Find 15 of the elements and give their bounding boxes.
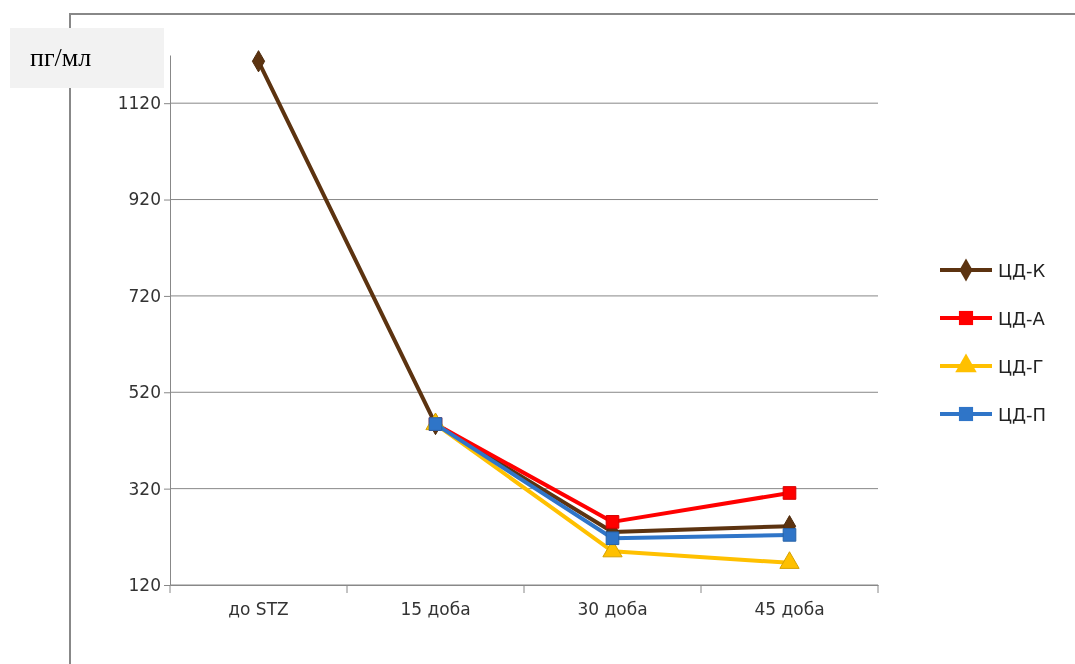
y-tick-label: 320 xyxy=(128,478,161,499)
x-tick-label: до STZ xyxy=(228,599,289,620)
legend-label: ЦД-П xyxy=(998,404,1047,425)
legend-label: ЦД-А xyxy=(998,308,1046,329)
y-axis-title: пг/мл xyxy=(30,43,92,72)
legend-label: ЦД-Г xyxy=(998,356,1044,377)
x-tick-label: 15 доба xyxy=(400,599,471,620)
y-tick-label: 520 xyxy=(128,382,161,403)
y-tick-label: 920 xyxy=(128,189,161,210)
y-tick-label: 120 xyxy=(128,574,161,595)
legend-label: ЦД-К xyxy=(998,260,1046,281)
y-tick-label: 1120 xyxy=(117,93,161,114)
x-tick-label: 30 доба xyxy=(577,599,648,620)
x-tick-label: 45 доба xyxy=(754,599,825,620)
y-tick-label: 720 xyxy=(128,285,161,306)
